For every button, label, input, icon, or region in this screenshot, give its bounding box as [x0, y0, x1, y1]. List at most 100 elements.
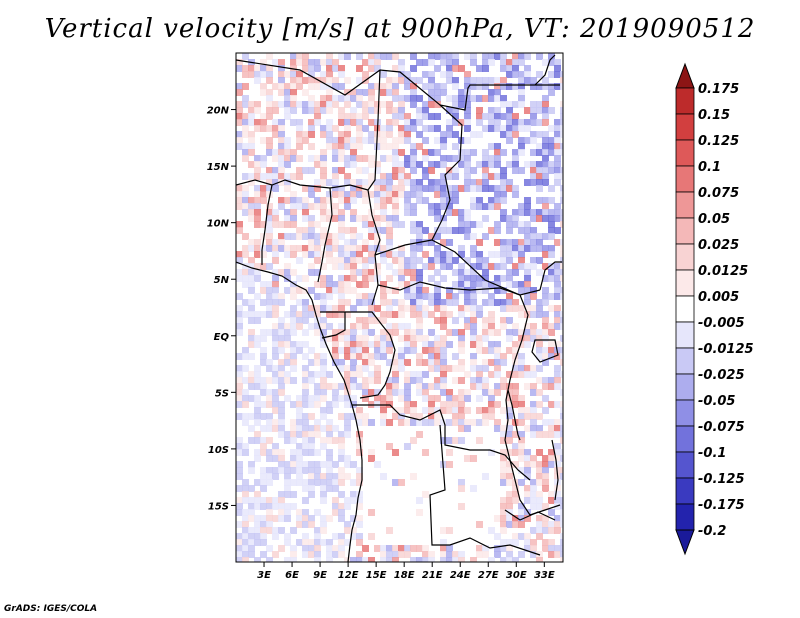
field-cell: [308, 101, 315, 108]
field-cell: [398, 101, 405, 108]
field-cell: [518, 449, 525, 456]
field-cell: [386, 359, 393, 366]
border-n-africa: [236, 59, 560, 111]
field-cell: [446, 407, 453, 414]
field-cell: [326, 539, 333, 546]
field-cell: [248, 461, 255, 468]
field-cell: [278, 323, 285, 330]
field-cell: [530, 407, 537, 414]
field-cell: [260, 497, 267, 504]
field-cell: [434, 359, 441, 366]
field-cell: [284, 89, 291, 96]
field-cell: [272, 467, 279, 474]
field-cell: [290, 455, 297, 462]
field-cell: [494, 419, 501, 426]
field-cell: [386, 311, 393, 318]
field-cell: [524, 281, 531, 288]
field-cell: [374, 377, 381, 384]
field-cell: [536, 425, 543, 432]
field-cell: [488, 263, 495, 270]
field-cell: [512, 71, 519, 78]
field-cell: [332, 209, 339, 216]
field-cell: [236, 539, 243, 546]
field-cell: [428, 179, 435, 186]
field-cell: [536, 239, 543, 246]
border-chad-niger: [367, 69, 381, 306]
colorbar-label: 0.15: [698, 108, 730, 123]
field-cell: [272, 101, 279, 108]
field-cell: [272, 107, 279, 114]
field-cell: [458, 89, 465, 96]
field-cell: [518, 71, 525, 78]
field-cell: [470, 419, 477, 426]
field-cell: [242, 497, 249, 504]
field-cell: [476, 383, 483, 390]
field-cell: [548, 137, 555, 144]
field-cell: [362, 167, 369, 174]
field-cell: [368, 221, 375, 228]
field-cell: [488, 323, 495, 330]
field-cell: [548, 215, 555, 222]
field-cell: [308, 371, 315, 378]
field-cell: [410, 437, 417, 444]
field-cell: [500, 437, 507, 444]
field-cell: [272, 59, 279, 66]
field-cell: [314, 221, 321, 228]
field-cell: [488, 185, 495, 192]
field-cell: [410, 167, 417, 174]
field-cell: [548, 491, 555, 498]
field-cell: [392, 83, 399, 90]
field-cell: [446, 59, 453, 66]
field-cell: [512, 371, 519, 378]
field-cell: [242, 347, 249, 354]
field-cell: [554, 179, 561, 186]
field-cell: [350, 95, 357, 102]
field-cell: [476, 185, 483, 192]
field-cell: [434, 317, 441, 324]
field-cell: [368, 509, 375, 516]
field-cell: [332, 257, 339, 264]
field-cell: [452, 65, 459, 72]
field-cell: [362, 101, 369, 108]
field-cell: [356, 269, 363, 276]
field-cell: [344, 197, 351, 204]
field-cell: [368, 161, 375, 168]
field-cell: [410, 65, 417, 72]
field-cell: [560, 503, 563, 510]
field-cell: [266, 65, 273, 72]
field-cell: [422, 311, 429, 318]
field-cell: [326, 557, 333, 562]
border-sudan: [431, 104, 541, 296]
field-cell: [368, 341, 375, 348]
field-cell: [290, 323, 297, 330]
field-cell: [536, 269, 543, 276]
field-cell: [380, 257, 387, 264]
colorbar-label: 0.025: [698, 238, 739, 253]
field-cell: [380, 209, 387, 216]
field-cell: [416, 287, 423, 294]
field-cell: [398, 353, 405, 360]
field-cell: [434, 341, 441, 348]
field-cell: [326, 305, 333, 312]
field-cell: [428, 341, 435, 348]
field-cell: [242, 209, 249, 216]
colorbar-segment: [675, 373, 695, 401]
field-cell: [302, 329, 309, 336]
field-cell: [542, 251, 549, 258]
field-cell: [362, 191, 369, 198]
field-cell: [542, 485, 549, 492]
field-cell: [284, 431, 291, 438]
field-cell: [440, 407, 447, 414]
lon-tick-label: 21E: [422, 570, 443, 581]
field-cell: [506, 125, 513, 132]
field-cell: [242, 269, 249, 276]
field-cell: [254, 401, 261, 408]
field-cell: [530, 263, 537, 270]
field-cell: [500, 257, 507, 264]
field-cell: [560, 431, 563, 438]
field-cell: [554, 401, 561, 408]
field-cell: [428, 59, 435, 66]
field-cell: [278, 161, 285, 168]
field-cell: [422, 335, 429, 342]
field-cell: [536, 299, 543, 306]
